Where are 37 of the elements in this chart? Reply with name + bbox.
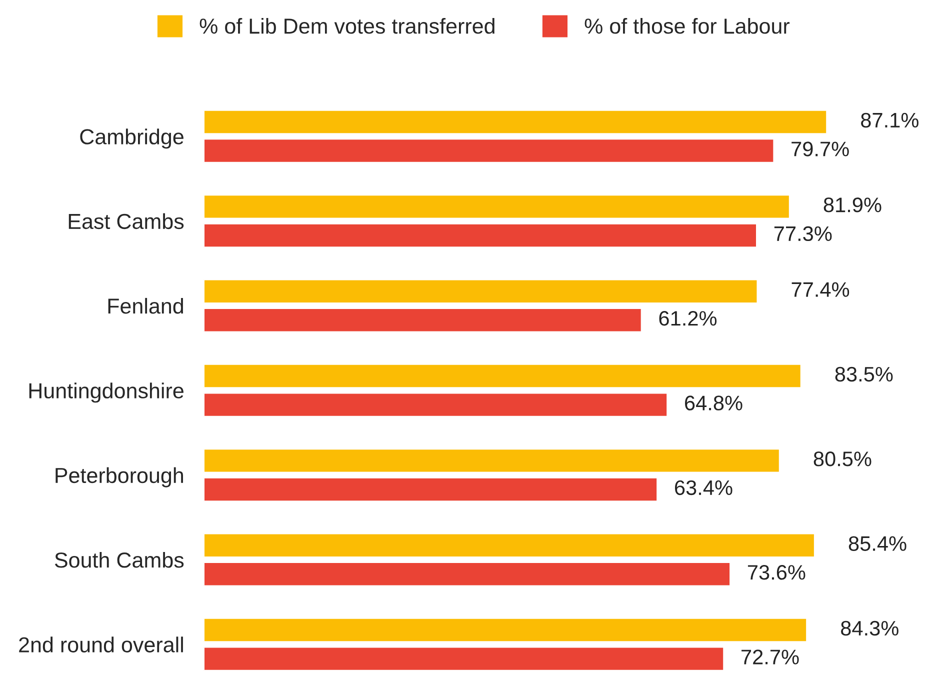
legend-label: % of those for Labour <box>584 18 790 34</box>
y-tick-label: Cambridge <box>80 128 184 149</box>
data-label: 84.3% <box>841 620 898 636</box>
bar <box>204 562 731 587</box>
data-label: 64.8% <box>685 396 742 410</box>
data-label: 79.7% <box>792 142 849 156</box>
legend-label: % of Lib Dem votes transferred <box>200 18 494 34</box>
data-label: 77.3% <box>774 226 832 242</box>
y-tick-label: East Cambs <box>68 213 184 230</box>
bar <box>204 646 724 672</box>
bar <box>204 392 668 418</box>
data-label: 61.2% <box>659 310 717 326</box>
bar <box>204 222 758 248</box>
data-label: 81.9% <box>824 198 882 212</box>
bar <box>204 364 802 389</box>
data-label: 77.4% <box>792 282 850 297</box>
y-tick-label: Huntingdonshire <box>29 382 184 403</box>
y-tick-label: Fenland <box>108 298 183 314</box>
bar <box>204 278 758 304</box>
y-tick-label: 2nd round overall <box>19 636 183 652</box>
data-label: 85.4% <box>848 536 906 551</box>
data-label: 80.5% <box>814 452 872 466</box>
bar <box>204 476 658 502</box>
y-tick-label: Peterborough <box>56 467 183 488</box>
bar <box>204 110 828 135</box>
bar <box>204 308 642 333</box>
data-label: 63.4% <box>675 480 732 496</box>
data-label: 83.5% <box>835 366 893 382</box>
bar <box>204 138 775 164</box>
bar <box>204 532 816 558</box>
y-tick-label: South Cambs <box>54 552 184 568</box>
data-label: 72.7% <box>742 650 799 664</box>
bar <box>204 618 808 643</box>
bar <box>204 448 780 474</box>
data-label: 87.1% <box>861 112 918 128</box>
data-label: 73.6% <box>748 564 806 580</box>
bar <box>204 194 790 220</box>
